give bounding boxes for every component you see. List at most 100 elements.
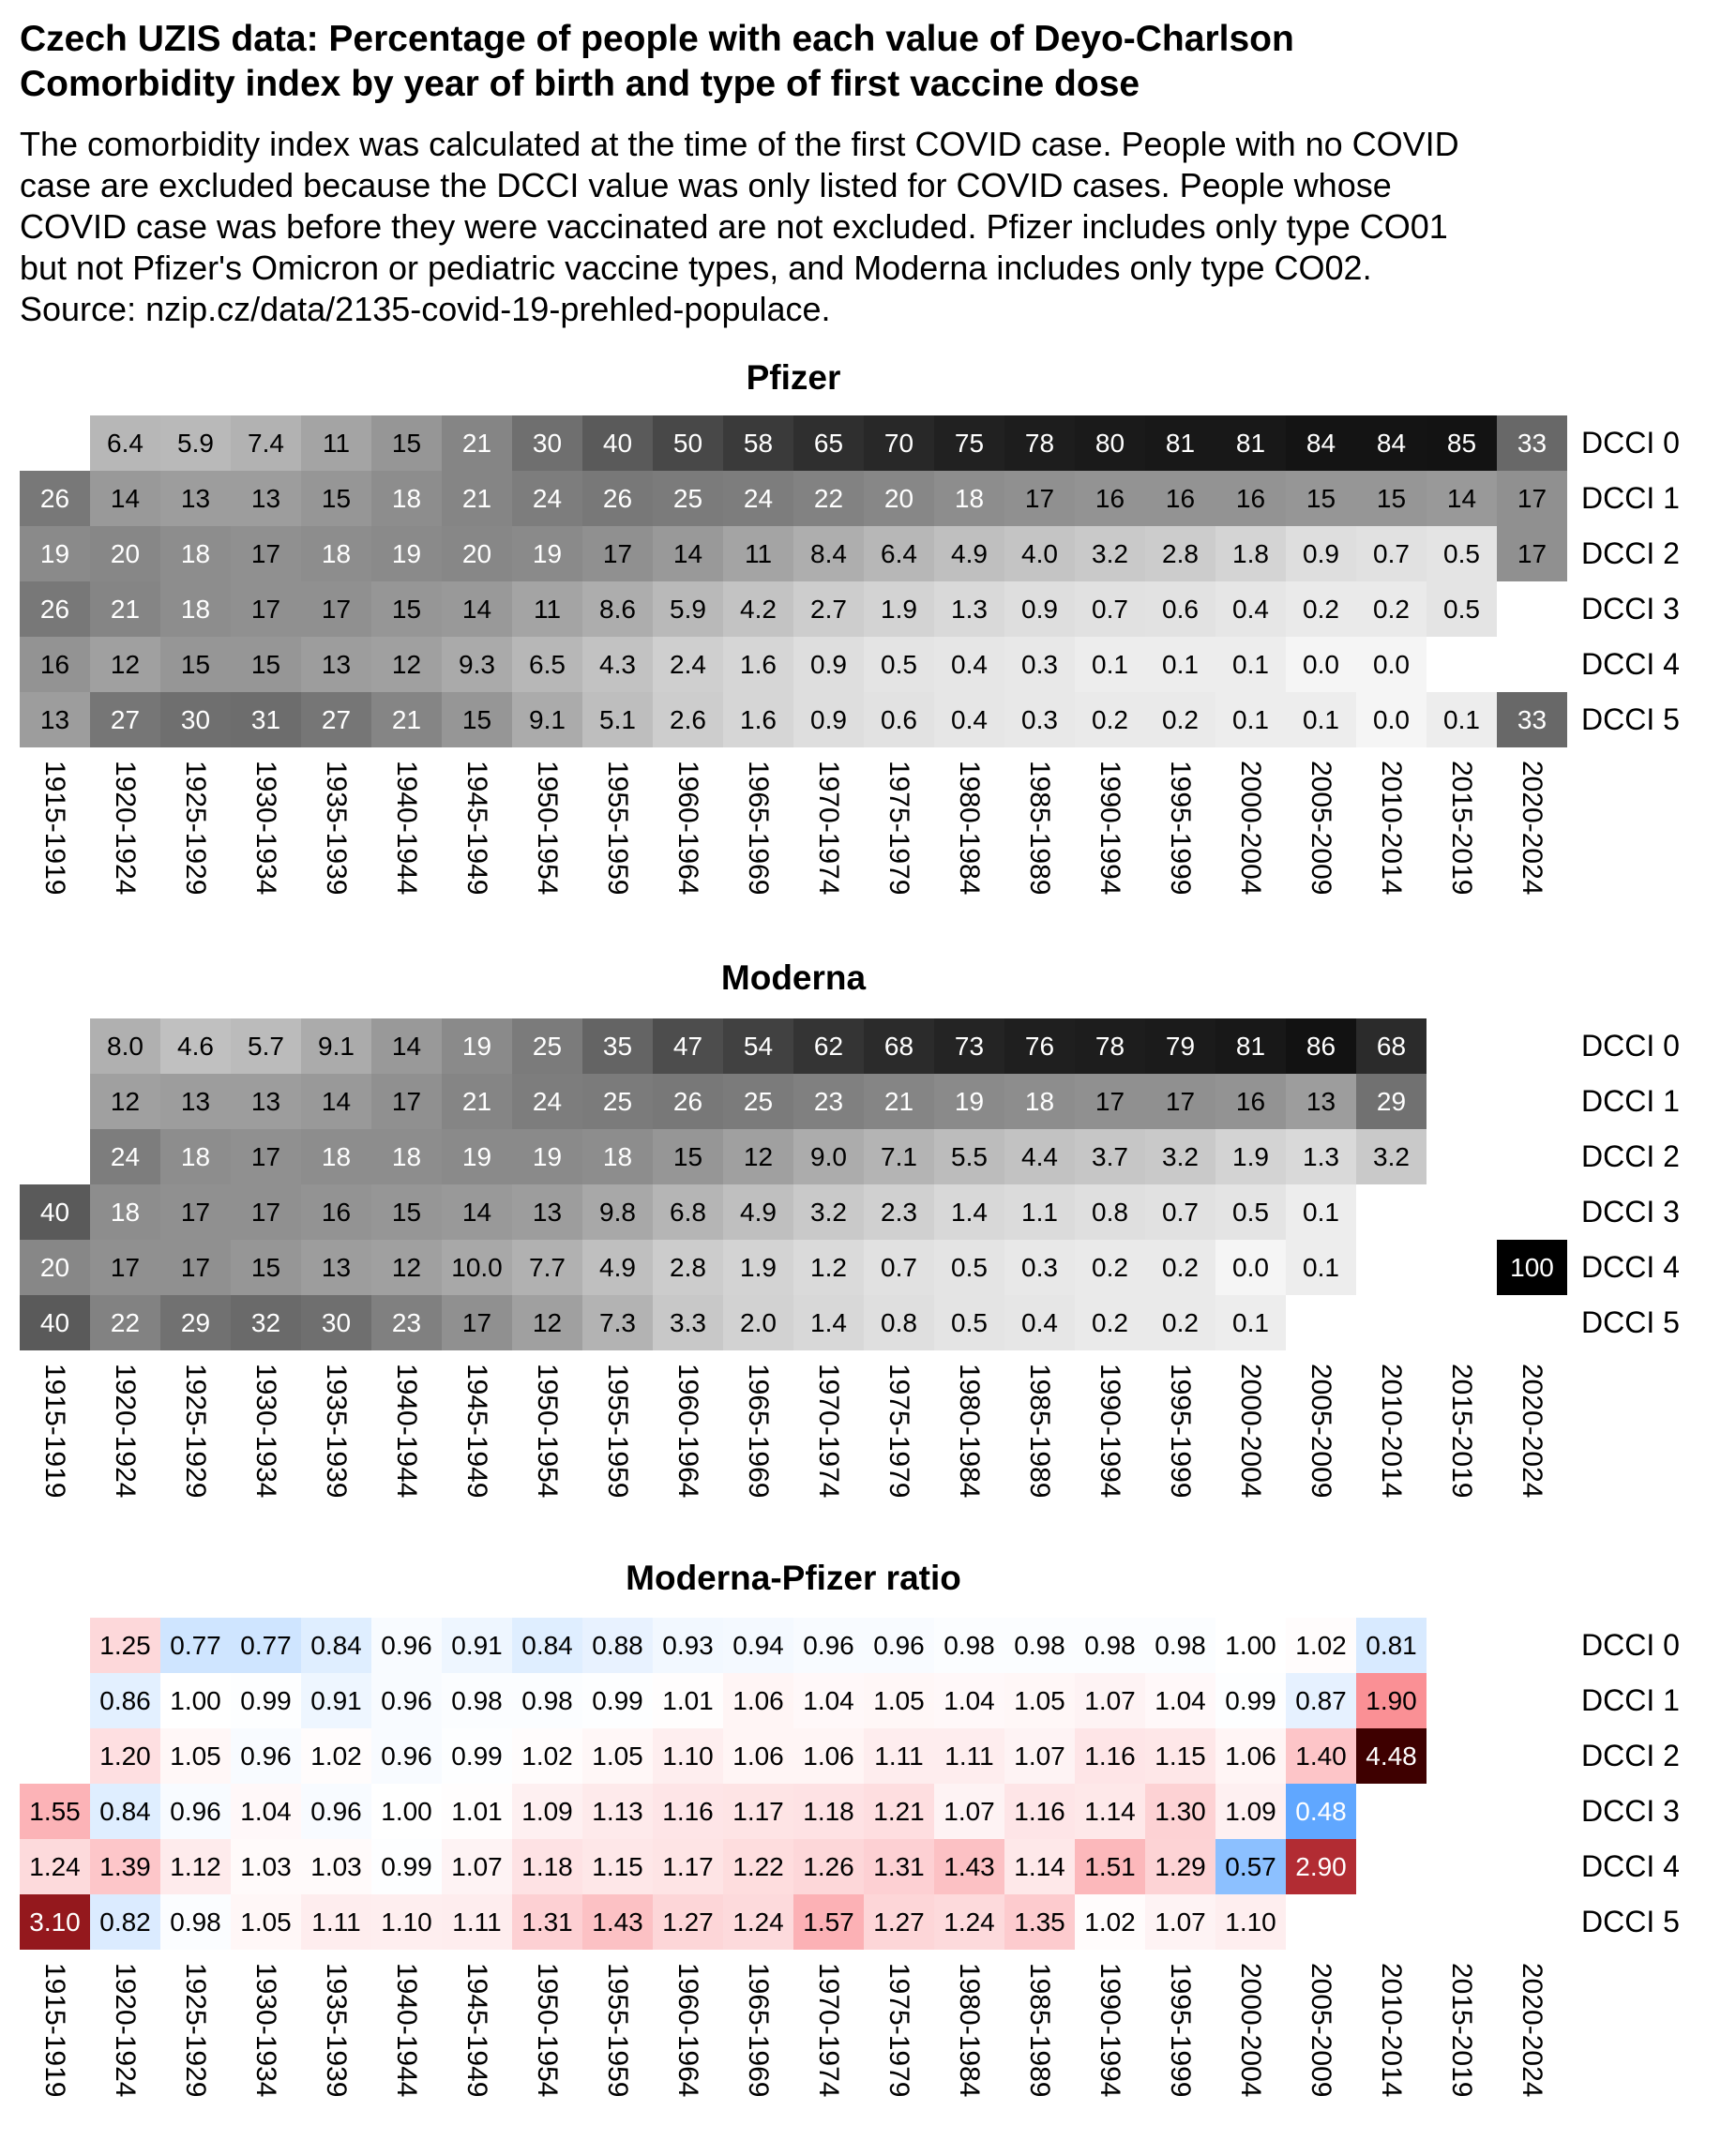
heatmap-cell: 18 (301, 526, 371, 581)
row-label: DCCI 1 (1581, 1683, 1680, 1717)
heatmap-cell: 0.98 (160, 1894, 231, 1950)
heatmap-cell: 3.2 (1145, 1129, 1215, 1184)
x-tick-label: 1960-1964 (672, 761, 703, 896)
x-tick-label: 1995-1999 (1165, 1364, 1196, 1499)
heatmap-cell: 86 (1286, 1018, 1356, 1074)
x-tick-label: 2020-2024 (1517, 761, 1547, 896)
heatmap-cell: 65 (793, 415, 864, 471)
heatmap-cell: 84 (1356, 415, 1427, 471)
heatmap-cell: 7.3 (582, 1295, 653, 1350)
heatmap-cell: 1.22 (723, 1839, 793, 1894)
x-tick-label: 1975-1979 (883, 1364, 914, 1499)
heatmap-cell: 26 (20, 471, 90, 526)
heatmap-cell: 0.7 (1356, 526, 1427, 581)
heatmap-cell: 11 (723, 526, 793, 581)
heatmap-cell: 29 (160, 1295, 231, 1350)
heatmap-cell: 0.5 (934, 1240, 1004, 1295)
heatmap-cell: 15 (1286, 471, 1356, 526)
heatmap-cell: 24 (512, 1074, 582, 1129)
x-tick-label: 1985-1989 (1024, 1364, 1055, 1499)
heatmap-cell: 4.3 (582, 637, 653, 692)
heatmap-cell: 0.98 (934, 1618, 1004, 1673)
heatmap-cell: 0.2 (1145, 1295, 1215, 1350)
heatmap-cell: 1.16 (1075, 1728, 1145, 1784)
heatmap-cell: 17 (160, 1240, 231, 1295)
heatmap-cell: 0.96 (864, 1618, 934, 1673)
heatmap-cell: 2.8 (1145, 526, 1215, 581)
heatmap-cell: 16 (20, 637, 90, 692)
subtitle-line-2: case are excluded because the DCCI value… (20, 166, 1392, 204)
heatmap-cell: 0.8 (864, 1295, 934, 1350)
heatmap-cell: 5.7 (231, 1018, 301, 1074)
x-tick-label: 1990-1994 (1094, 1963, 1125, 2098)
heatmap-cell: 8.6 (582, 581, 653, 637)
x-tick-label: 2000-2004 (1235, 1963, 1266, 2098)
x-tick-label: 1985-1989 (1024, 1963, 1055, 2098)
heatmap-cell: 7.7 (512, 1240, 582, 1295)
heatmap-cell: 1.16 (653, 1784, 723, 1839)
heatmap-cell: 17 (160, 1184, 231, 1240)
heatmap-cell: 1.10 (1215, 1894, 1286, 1950)
heatmap-cell: 1.06 (723, 1673, 793, 1728)
heatmap-cell: 1.6 (723, 637, 793, 692)
x-tick-label: 2010-2014 (1376, 1963, 1407, 2098)
x-tick-label: 2005-2009 (1306, 1364, 1336, 1499)
heatmap-cell: 20 (442, 526, 512, 581)
row-label: DCCI 0 (1581, 1628, 1680, 1662)
x-tick-label: 2005-2009 (1306, 1963, 1336, 2098)
chart-title: Czech UZIS data: Percentage of people wi… (20, 17, 1294, 107)
heatmap-cell: 0.99 (231, 1673, 301, 1728)
heatmap-cell: 40 (20, 1184, 90, 1240)
heatmap-cell: 15 (1356, 471, 1427, 526)
heatmap-cell: 1.11 (864, 1728, 934, 1784)
heatmap-cell: 1.9 (1215, 1129, 1286, 1184)
heatmap-cell: 4.48 (1356, 1728, 1427, 1784)
heatmap-cell: 0.1 (1215, 637, 1286, 692)
x-tick-label: 1935-1939 (321, 1364, 352, 1499)
heatmap-cell: 0.81 (1356, 1618, 1427, 1673)
x-tick-label: 1965-1969 (743, 761, 774, 896)
heatmap-cell: 25 (582, 1074, 653, 1129)
heatmap-cell: 17 (231, 581, 301, 637)
heatmap-cell: 73 (934, 1018, 1004, 1074)
x-tick-label: 1980-1984 (954, 1364, 985, 1499)
heatmap-cell: 21 (442, 415, 512, 471)
heatmap-cell: 21 (371, 692, 442, 747)
heatmap-cell: 3.10 (20, 1894, 90, 1950)
heatmap-cell: 0.7 (864, 1240, 934, 1295)
heatmap-cell: 0.82 (90, 1894, 160, 1950)
heatmap-cell: 23 (793, 1074, 864, 1129)
heatmap-cell: 17 (1075, 1074, 1145, 1129)
heatmap-cell: 1.11 (301, 1894, 371, 1950)
heatmap-cell: 78 (1075, 1018, 1145, 1074)
heatmap-cell: 0.4 (1004, 1295, 1075, 1350)
heatmap-cell: 15 (371, 415, 442, 471)
heatmap-cell: 1.02 (1286, 1618, 1356, 1673)
heatmap-cell: 1.01 (442, 1784, 512, 1839)
heatmap-cell: 1.05 (231, 1894, 301, 1950)
heatmap-cell: 15 (442, 692, 512, 747)
heatmap-cell: 0.99 (442, 1728, 512, 1784)
heatmap-cell: 68 (1356, 1018, 1427, 1074)
heatmap-cell: 33 (1497, 692, 1567, 747)
heatmap-cell: 20 (864, 471, 934, 526)
x-tick-label: 1965-1969 (743, 1963, 774, 2098)
heatmap-cell: 4.0 (1004, 526, 1075, 581)
heatmap-cell: 0.2 (1075, 1240, 1145, 1295)
heatmap-cell: 1.57 (793, 1894, 864, 1950)
heatmap-cell: 0.1 (1215, 1295, 1286, 1350)
heatmap-cell: 54 (723, 1018, 793, 1074)
heatmap-cell: 1.51 (1075, 1839, 1145, 1894)
heatmap-cell: 5.9 (160, 415, 231, 471)
heatmap-cell: 0.1 (1286, 1184, 1356, 1240)
x-tick-label: 1950-1954 (532, 761, 563, 896)
heatmap-cell: 1.07 (1145, 1894, 1215, 1950)
heatmap-cell: 68 (864, 1018, 934, 1074)
heatmap-cell: 0.91 (442, 1618, 512, 1673)
heatmap-cell: 58 (723, 415, 793, 471)
heatmap-cell: 0.2 (1145, 1240, 1215, 1295)
heatmap-cell: 1.31 (512, 1894, 582, 1950)
heatmap-cell: 0.84 (301, 1618, 371, 1673)
heatmap-cell: 25 (653, 471, 723, 526)
heatmap-cell: 0.94 (723, 1618, 793, 1673)
